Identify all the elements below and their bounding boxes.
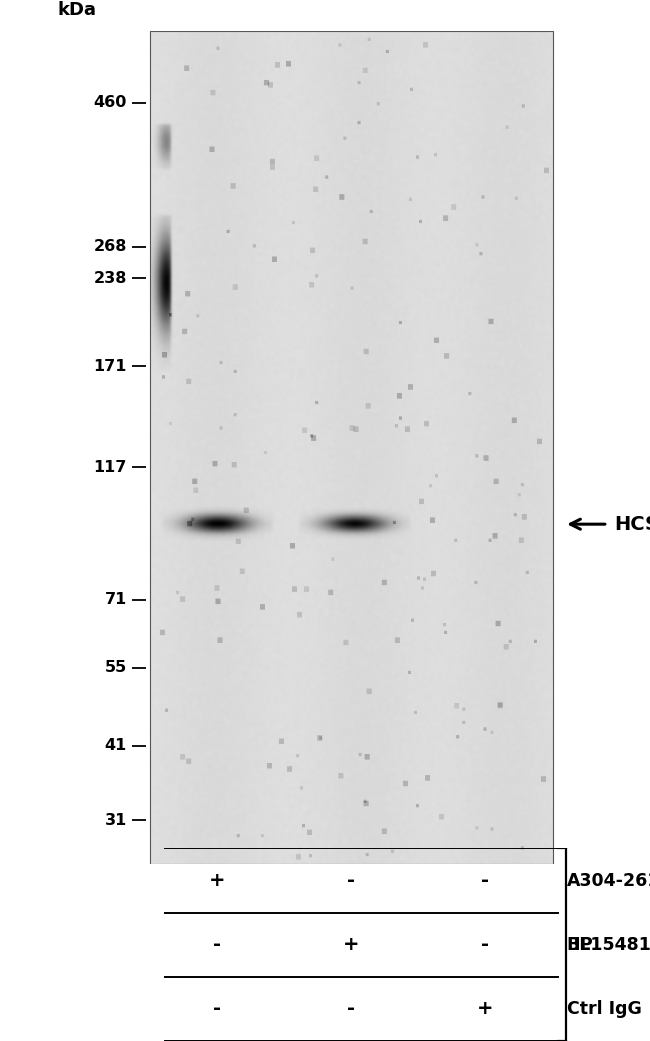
Text: 238: 238 — [94, 271, 127, 285]
Bar — [150, 31, 552, 864]
Text: 171: 171 — [94, 359, 127, 374]
Text: A304-261A: A304-261A — [567, 871, 650, 889]
Text: 460: 460 — [94, 96, 127, 110]
Text: 268: 268 — [94, 239, 127, 254]
Text: -: - — [213, 999, 220, 1018]
Text: Ctrl IgG: Ctrl IgG — [567, 1000, 642, 1018]
Text: 41: 41 — [105, 738, 127, 754]
Text: 71: 71 — [105, 592, 127, 607]
Text: -: - — [213, 935, 220, 955]
Text: -: - — [347, 871, 355, 890]
Text: kDa: kDa — [57, 1, 96, 19]
Text: +: + — [209, 871, 225, 890]
Text: 31: 31 — [105, 813, 127, 828]
Text: -: - — [482, 871, 489, 890]
Text: HCS: HCS — [614, 514, 650, 534]
Text: +: + — [343, 935, 359, 955]
Text: +: + — [477, 999, 493, 1018]
Text: IP: IP — [573, 936, 593, 954]
Text: 55: 55 — [105, 660, 127, 676]
Text: 117: 117 — [94, 460, 127, 475]
Text: BL15481: BL15481 — [567, 936, 650, 954]
Text: -: - — [482, 935, 489, 955]
Text: -: - — [347, 999, 355, 1018]
